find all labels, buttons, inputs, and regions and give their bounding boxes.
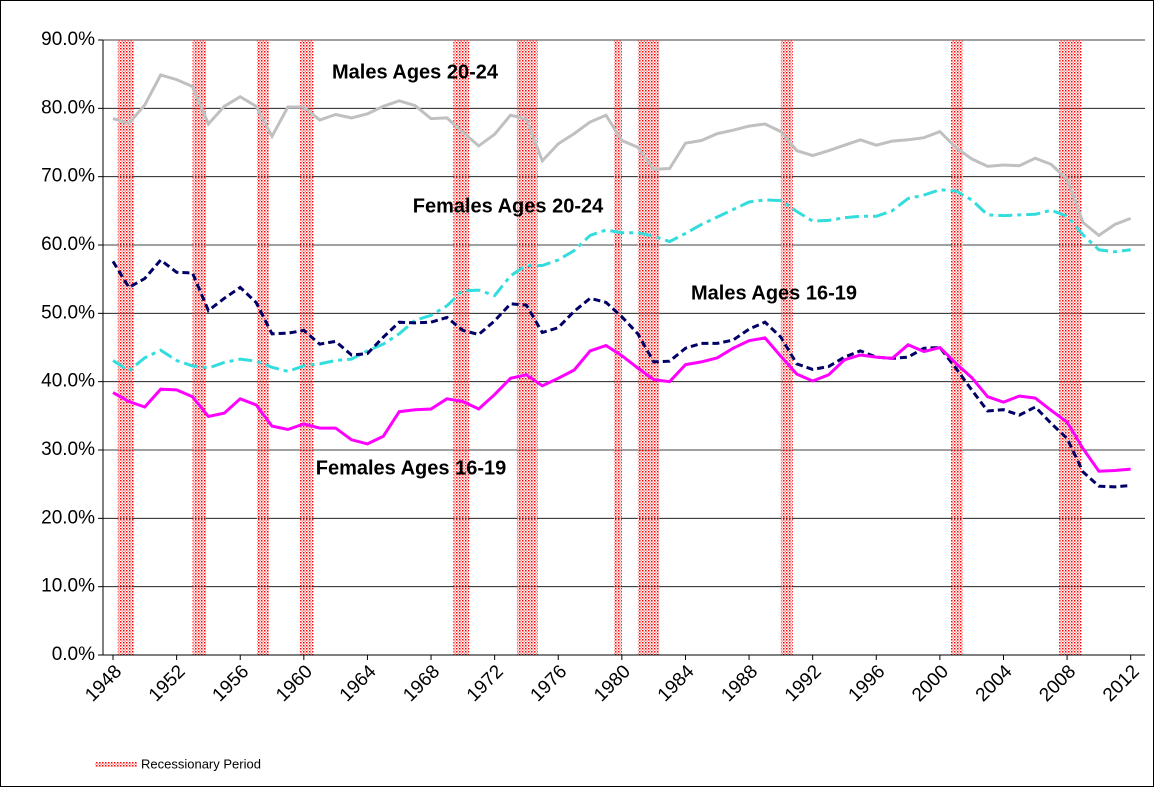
series-line <box>112 188 1131 373</box>
series-label: Males Ages 20-24 <box>332 61 499 83</box>
series-line <box>111 257 1131 489</box>
y-tick-label: 40.0% <box>41 371 95 392</box>
recession-band <box>117 40 134 655</box>
y-tick-label: 30.0% <box>41 439 95 460</box>
y-tick-label: 0.0% <box>52 644 95 665</box>
recession-band <box>1059 40 1082 655</box>
recession-band <box>951 40 963 655</box>
y-tick-label: 90.0% <box>41 29 95 50</box>
series-line <box>112 73 1132 238</box>
series-line <box>112 336 1131 473</box>
y-tick-label: 20.0% <box>41 507 95 528</box>
y-tick-label: 80.0% <box>41 97 95 118</box>
recession-band <box>192 40 207 655</box>
recession-band <box>637 40 660 655</box>
y-tick-label: 50.0% <box>41 302 95 323</box>
recession-band <box>613 40 622 655</box>
recession-band <box>453 40 470 655</box>
recession-band <box>256 40 269 655</box>
y-tick-label: 10.0% <box>41 576 95 597</box>
series-label: Females Ages 20-24 <box>413 195 604 217</box>
series-label: Males Ages 16-19 <box>691 282 857 304</box>
legend-label: Recessionary Period <box>141 756 261 771</box>
y-tick-label: 70.0% <box>41 166 95 187</box>
legend-swatch <box>95 762 137 767</box>
y-tick-label: 60.0% <box>41 234 95 255</box>
recession-band <box>299 40 314 655</box>
recession-band <box>516 40 538 655</box>
series-label: Females Ages 16-19 <box>316 457 506 479</box>
